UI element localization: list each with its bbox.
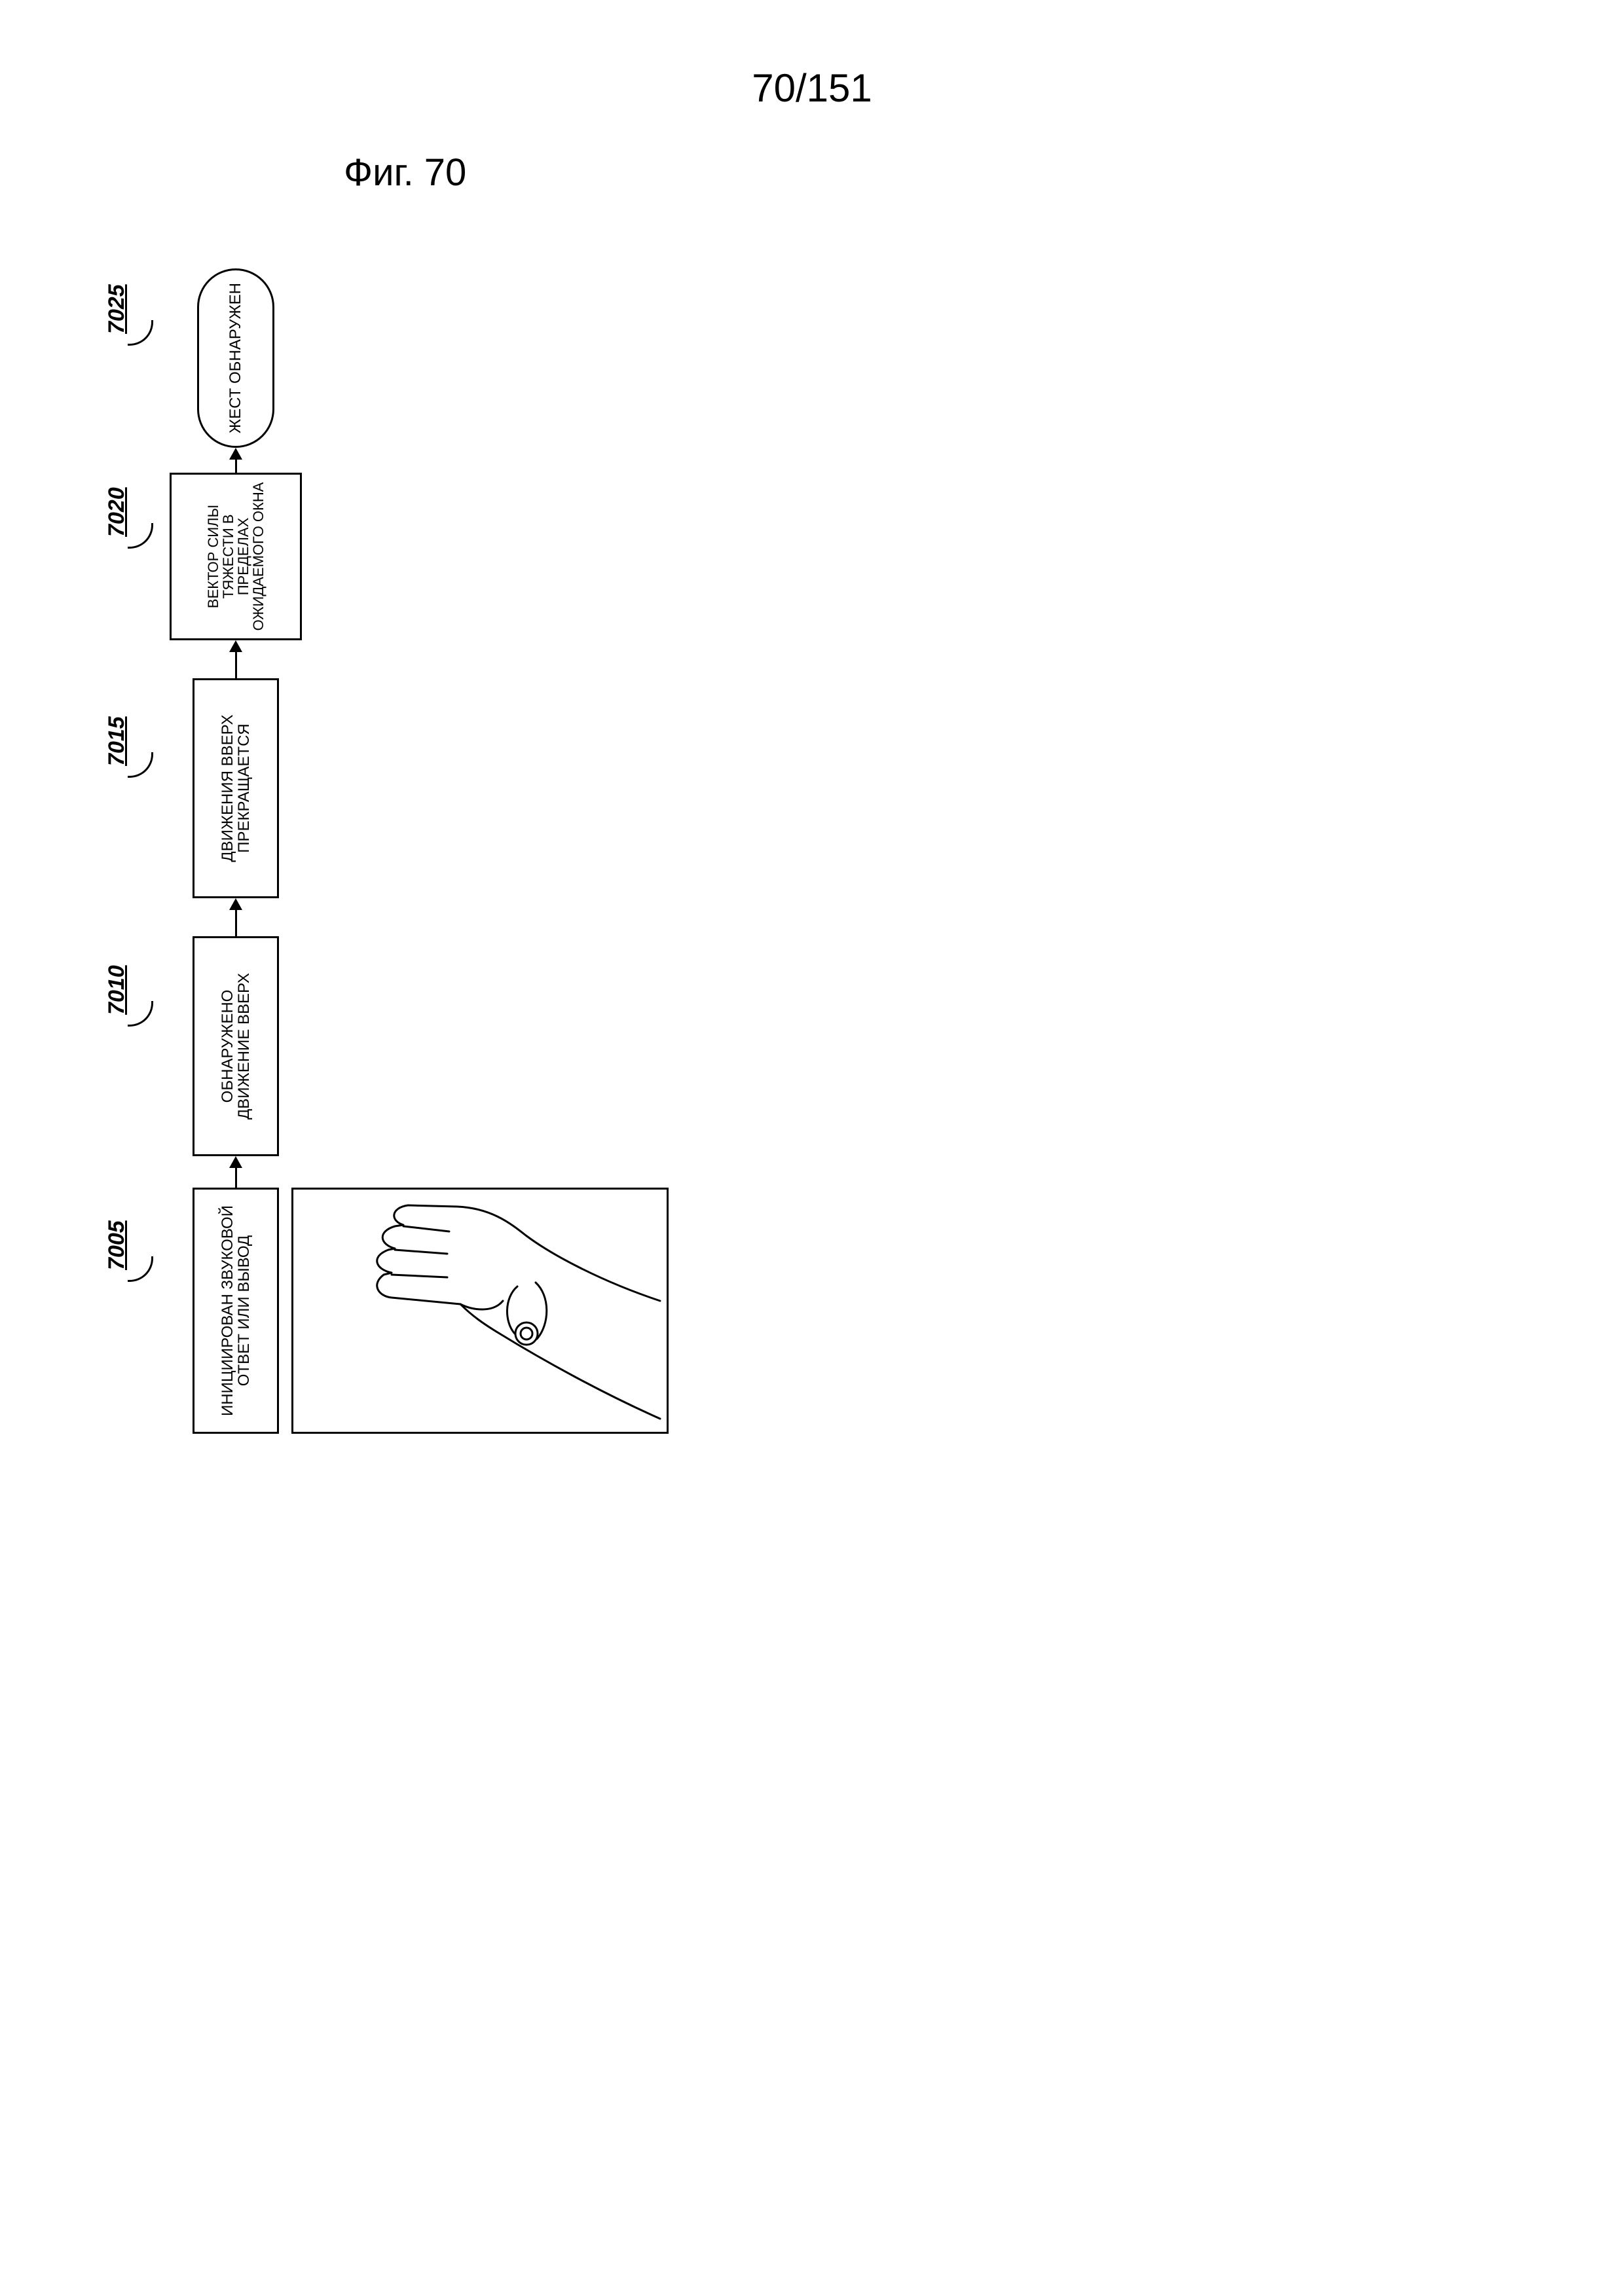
ref-tick bbox=[128, 523, 153, 549]
flow-node-label: ВЕКТОР СИЛЫ ТЯЖЕСТИ В ПРЕДЕЛАХ ОЖИДАЕМОГ… bbox=[206, 481, 266, 632]
ref-tick bbox=[128, 320, 153, 346]
ref-tick bbox=[128, 752, 153, 778]
hand-watch-illustration bbox=[293, 1190, 667, 1432]
flow-node-7025: ЖЕСТ ОБНАРУЖЕН bbox=[197, 268, 274, 448]
ref-7010: 7010 bbox=[104, 965, 130, 1015]
illustration-frame bbox=[291, 1188, 669, 1434]
page-number: 70/151 bbox=[0, 65, 1624, 111]
flow-node-label: ДВИЖЕНИЯ ВВЕРХ ПРЕКРАЩАЕТСЯ bbox=[219, 687, 252, 890]
flow-node-7020: ВЕКТОР СИЛЫ ТЯЖЕСТИ В ПРЕДЕЛАХ ОЖИДАЕМОГ… bbox=[170, 473, 302, 640]
ref-tick bbox=[128, 1001, 153, 1027]
flow-node-label: ОБНАРУЖЕНО ДВИЖЕНИЕ ВВЕРХ bbox=[219, 945, 252, 1148]
ref-7025: 7025 bbox=[104, 284, 130, 334]
flowchart: 7005 7010 7015 7020 7025 ИНИЦИИРОВАН ЗВУ… bbox=[108, 223, 527, 1434]
flow-node-7010: ОБНАРУЖЕНО ДВИЖЕНИЕ ВВЕРХ bbox=[193, 936, 279, 1156]
page: 70/151 Фиг. 70 7005 7010 7015 7020 7025 … bbox=[0, 0, 1624, 2296]
flow-arrow bbox=[229, 898, 242, 936]
flow-node-7005: ИНИЦИИРОВАН ЗВУКОВОЙ ОТВЕТ ИЛИ ВЫВОД bbox=[193, 1188, 279, 1434]
flow-arrow bbox=[229, 1156, 242, 1188]
ref-7015: 7015 bbox=[104, 716, 130, 766]
figure-label: Фиг. 70 bbox=[344, 151, 466, 194]
flow-node-label: ИНИЦИИРОВАН ЗВУКОВОЙ ОТВЕТ ИЛИ ВЫВОД bbox=[219, 1196, 252, 1425]
flow-node-7015: ДВИЖЕНИЯ ВВЕРХ ПРЕКРАЩАЕТСЯ bbox=[193, 678, 279, 898]
ref-tick bbox=[128, 1256, 153, 1282]
ref-7020: 7020 bbox=[104, 487, 130, 537]
flow-node-label: ЖЕСТ ОБНАРУЖЕН bbox=[227, 283, 244, 433]
flow-arrow bbox=[229, 640, 242, 678]
flow-arrow bbox=[229, 448, 242, 473]
ref-7005: 7005 bbox=[104, 1220, 130, 1270]
